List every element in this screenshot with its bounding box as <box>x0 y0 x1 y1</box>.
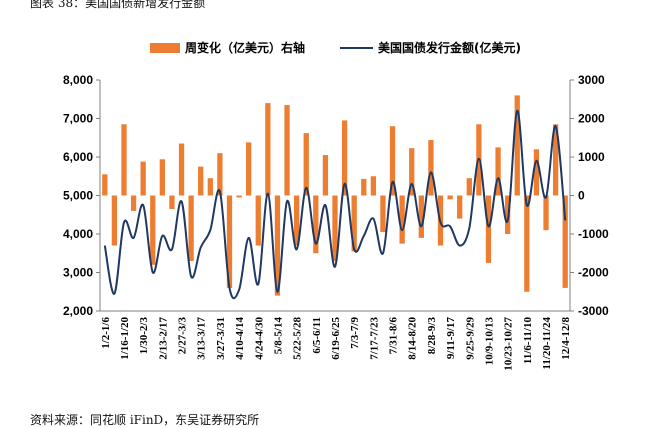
bar <box>140 161 146 196</box>
x-tick-label: 10/9-10/13 <box>483 317 495 366</box>
left-tick-label: 7,000 <box>63 112 93 126</box>
bar <box>389 126 396 196</box>
x-tick-label: 8/14-8/20 <box>407 317 419 360</box>
bar <box>466 178 472 196</box>
figure-title: 图表 38：美国国债新增发行金额 <box>30 0 206 10</box>
x-tick-label: 7/17-7/23 <box>368 317 380 360</box>
bar <box>150 195 156 265</box>
right-tick-label: -3000 <box>578 304 609 318</box>
bar <box>370 176 377 196</box>
x-tick-label: 12/4-12/8 <box>560 317 572 360</box>
right-axis-ticks: -3000 -2000 -1000 0 1000 2000 3000 <box>570 73 609 318</box>
bar <box>102 174 108 196</box>
left-tick-label: 2,000 <box>63 304 93 318</box>
left-tick-label: 4,000 <box>63 227 93 241</box>
x-tick-label: 9/11-9/17 <box>445 317 457 360</box>
x-tick-label: 11/6-11/10 <box>522 317 534 365</box>
bar <box>293 195 300 246</box>
bar <box>178 143 185 196</box>
bar <box>313 195 319 254</box>
source-note: 资料来源：同花顺 iFinD，东吴证券研究所 <box>30 413 260 427</box>
issuance-line <box>103 109 567 300</box>
bar <box>188 195 194 261</box>
bar <box>111 195 118 246</box>
legend: 周变化（亿美元）右轴 美国国债发行金额(亿美元) <box>150 40 521 55</box>
right-tick-label: 2000 <box>578 112 605 126</box>
bar <box>303 133 309 196</box>
left-tick-label: 3,000 <box>63 266 93 280</box>
x-tick-label: 1/2-1/6 <box>100 317 112 349</box>
right-tick-label: 3000 <box>578 73 605 87</box>
legend-bar-label: 周变化（亿美元）右轴 <box>185 40 305 55</box>
x-tick-label: 1/16-1/20 <box>119 317 131 360</box>
bar <box>246 142 252 196</box>
x-tick-label: 2/13-2/17 <box>157 317 169 360</box>
bar <box>226 195 233 288</box>
bar <box>255 195 261 246</box>
bar <box>284 105 290 196</box>
bar <box>533 149 540 196</box>
right-tick-label: -2000 <box>578 266 609 280</box>
bar <box>207 178 213 196</box>
left-tick-label: 6,000 <box>63 150 93 164</box>
bar <box>399 195 405 244</box>
x-tick-label: 6/5-6/11 <box>311 317 323 354</box>
bar <box>130 195 137 211</box>
bar <box>341 120 348 196</box>
x-tick-label: 9/25-9/29 <box>464 317 476 360</box>
bar <box>265 103 271 196</box>
right-tick-label: 0 <box>578 189 585 203</box>
x-axis-labels: 1/2-1/6 1/16-1/20 1/30-2/3 2/13-2/17 2/27-3/… <box>100 317 572 371</box>
bar <box>514 95 520 196</box>
x-tick-label: 8/28-9/3 <box>426 317 438 355</box>
bar <box>495 147 501 196</box>
bar <box>562 195 568 288</box>
bar <box>361 178 367 196</box>
legend-bar-swatch <box>150 43 180 53</box>
bar <box>169 195 175 209</box>
bar <box>159 159 165 196</box>
bar <box>447 195 453 200</box>
bar <box>380 195 386 233</box>
bar <box>332 195 338 261</box>
bar <box>274 195 281 296</box>
left-axis-ticks: 2,000 3,000 4,000 5,000 6,000 7,000 8,000 <box>63 73 100 318</box>
bar <box>524 195 530 292</box>
bar <box>543 195 549 231</box>
x-tick-label: 11/20-11/24 <box>541 317 553 370</box>
bar <box>121 124 127 196</box>
x-tick-label: 7/31-8/6 <box>388 317 400 355</box>
right-tick-label: -1000 <box>578 227 609 241</box>
x-tick-label: 7/3-7/9 <box>349 317 361 349</box>
x-tick-label: 4/10-4/14 <box>234 317 246 360</box>
x-tick-label: 10/23-10/27 <box>503 317 515 371</box>
x-tick-label: 2/27-3/3 <box>177 317 189 355</box>
bar <box>418 195 424 238</box>
right-tick-label: 1000 <box>578 150 605 164</box>
bar <box>322 155 329 196</box>
left-tick-label: 8,000 <box>63 73 93 87</box>
x-tick-label: 1/30-2/3 <box>138 317 150 355</box>
bar <box>485 195 492 263</box>
legend-line-label: 美国国债发行金额(亿美元) <box>378 40 521 55</box>
bar <box>552 124 559 196</box>
x-tick-label: 3/27-3/31 <box>215 317 227 360</box>
bar <box>351 195 357 252</box>
x-tick-label: 5/8-5/14 <box>272 317 284 355</box>
x-tick-label: 6/19-6/25 <box>330 317 342 360</box>
bar <box>217 153 223 196</box>
bar <box>409 148 415 196</box>
x-tick-label: 4/24-4/30 <box>253 317 265 360</box>
left-tick-label: 5,000 <box>63 189 93 203</box>
x-tick-label: 5/22-5/28 <box>292 317 304 360</box>
bar <box>198 166 204 196</box>
x-tick-label: 3/13-3/17 <box>196 317 208 360</box>
bar <box>428 140 434 196</box>
bar <box>457 195 463 219</box>
bar <box>236 195 242 198</box>
